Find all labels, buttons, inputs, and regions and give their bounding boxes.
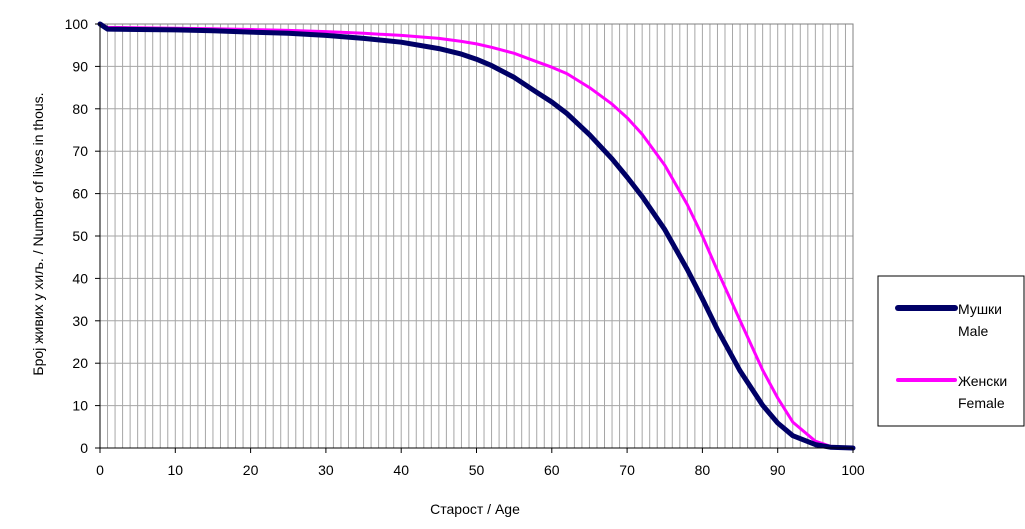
x-tick-label: 0 [96,462,104,478]
y-tick-label: 60 [72,186,88,202]
x-tick-label: 60 [544,462,560,478]
legend-box [877,275,1025,427]
series-line-female [98,22,855,450]
x-tick-label: 100 [841,462,865,478]
x-tick-label: 30 [318,462,334,478]
legend-label-male-line1: Мушки [958,301,1002,317]
x-tick-label: 50 [469,462,485,478]
legend-label-female-line2: Female [958,395,1005,411]
x-tick-label: 90 [770,462,786,478]
series-lines [97,21,856,451]
grid [99,23,854,449]
x-tick-label: 20 [243,462,259,478]
x-tick-label: 80 [695,462,711,478]
y-tick-label: 90 [72,58,88,74]
y-tick-label: 100 [65,16,89,32]
x-axis-title: Старост / Age [430,501,520,517]
x-tick-label: 70 [619,462,635,478]
y-tick-label: 30 [72,313,88,329]
y-tick-label: 10 [72,398,88,414]
y-tick-label: 70 [72,143,88,159]
legend: Мушки Male Женски Female [877,275,1025,427]
legend-label-female-line1: Женски [958,373,1007,389]
y-tick-label: 80 [72,101,88,117]
y-tick-label: 50 [72,228,88,244]
x-tick-label: 10 [168,462,184,478]
x-tick-label: 40 [393,462,409,478]
y-tick-label: 20 [72,355,88,371]
y-tick-label: 0 [80,440,88,456]
y-tick-label: 40 [72,270,88,286]
series-line-male [97,21,856,451]
axes: 0 10 20 30 40 50 60 70 80 90 100 0 10 20 30 40 50 60 70 80 9… [65,16,865,478]
y-axis-title: Број живих у хиљ. / Number of lives in t… [30,92,46,375]
legend-label-male-line2: Male [958,323,989,339]
